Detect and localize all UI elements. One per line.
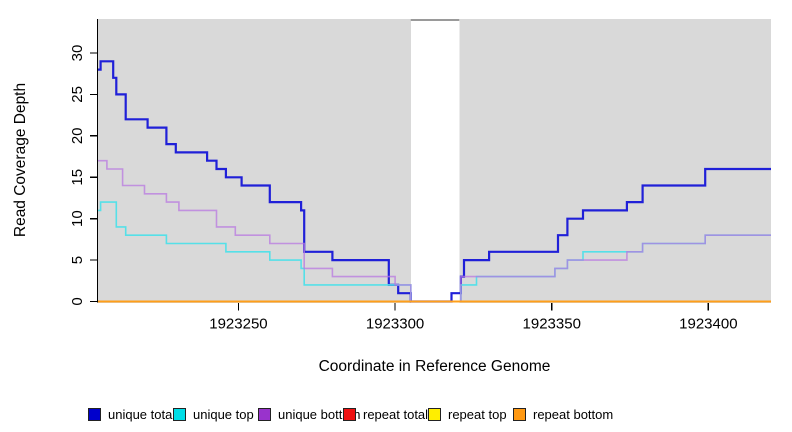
legend-item-repeat-top: repeat top bbox=[428, 404, 507, 424]
x-tick-label: 1923400 bbox=[679, 316, 737, 333]
legend-label: repeat total bbox=[363, 406, 429, 422]
legend-item-unique-bottom: unique bottom bbox=[258, 404, 360, 424]
x-tick-label: 1923300 bbox=[366, 316, 424, 333]
legend-swatch-repeat-top bbox=[428, 407, 441, 421]
legend-swatch-repeat-bottom bbox=[513, 407, 526, 421]
legend-item-unique-top: unique top bbox=[173, 404, 254, 424]
series-line-unique-bottom bbox=[97, 159, 771, 303]
y-tick-label: 20 bbox=[69, 127, 86, 144]
y-tick-label: 30 bbox=[69, 45, 86, 62]
legend-item-repeat-bottom: repeat bottom bbox=[513, 404, 613, 424]
legend-label: unique total bbox=[108, 406, 176, 422]
legend-swatch-unique-total bbox=[88, 407, 101, 421]
legend-label: repeat top bbox=[448, 406, 507, 422]
x-tick-label: 1923350 bbox=[523, 316, 581, 333]
x-tick-label: 1923250 bbox=[209, 316, 267, 333]
y-tick-label: 15 bbox=[69, 169, 86, 186]
series-line-unique-total bbox=[97, 60, 771, 303]
legend-item-repeat-total: repeat total bbox=[343, 404, 428, 424]
legend-label: repeat bottom bbox=[533, 406, 614, 422]
legend-swatch-unique-bottom bbox=[258, 407, 271, 421]
legend-swatch-repeat-total bbox=[343, 407, 356, 421]
legend-item-unique-total: unique total bbox=[88, 404, 175, 424]
y-tick-label: 10 bbox=[69, 210, 86, 227]
y-tick-label: 5 bbox=[69, 256, 86, 264]
y-tick-label: 0 bbox=[69, 297, 86, 305]
legend-swatch-unique-top bbox=[173, 407, 186, 421]
y-axis-title: Read Coverage Depth bbox=[12, 82, 29, 238]
legend-label: unique bottom bbox=[278, 406, 361, 422]
series-line-unique-top bbox=[97, 201, 771, 303]
x-axis-title: Coordinate in Reference Genome bbox=[318, 358, 551, 375]
legend: unique total unique top unique bottom repea… bbox=[0, 404, 792, 428]
y-tick-label: 25 bbox=[69, 86, 86, 103]
legend-label: unique top bbox=[193, 406, 254, 422]
masked-region bbox=[410, 19, 460, 303]
